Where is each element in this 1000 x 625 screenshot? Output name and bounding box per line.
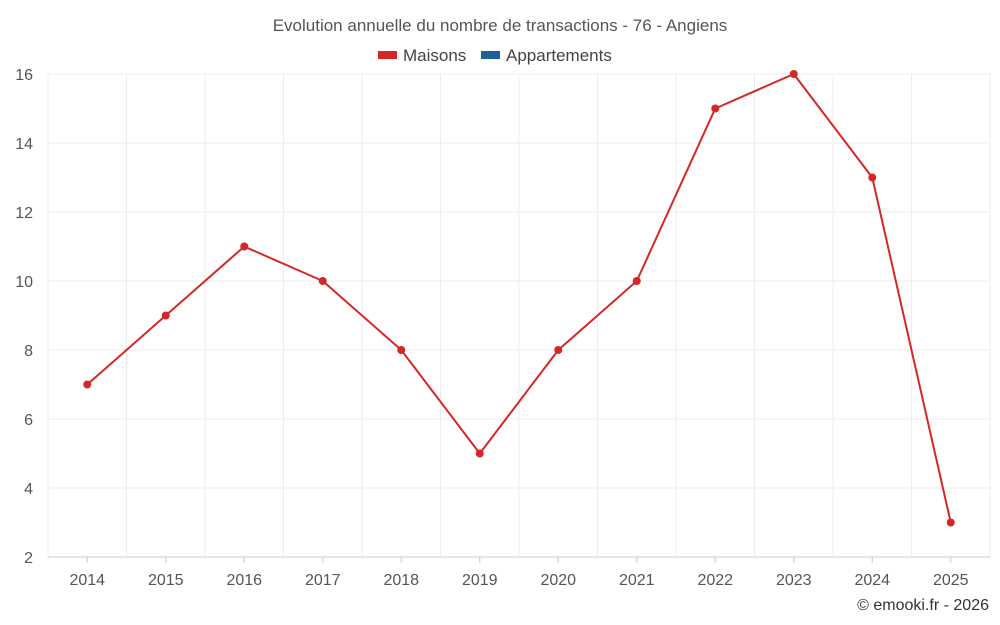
x-tick-label-2019: 2019 — [462, 572, 498, 589]
chart-title: Evolution annuelle du nombre de transact… — [273, 16, 728, 35]
x-tick-label-2017: 2017 — [305, 572, 341, 589]
legend-item-appartements[interactable]: Appartements — [481, 46, 612, 65]
data-point-maisons-2015[interactable] — [161, 311, 170, 320]
x-tick-label-2021: 2021 — [619, 572, 655, 589]
x-axis-ticks: 2014 2015 2016 2017 2018 2019 2020 2021 2022 2023… — [69, 557, 969, 589]
y-axis-ticks: 2 4 6 8 10 12 14 16 — [15, 67, 33, 567]
x-tick-label-2015: 2015 — [148, 572, 184, 589]
data-point-maisons-2016[interactable] — [240, 242, 249, 251]
y-tick-label-14: 14 — [15, 136, 33, 153]
data-point-maisons-2022[interactable] — [711, 104, 720, 113]
legend-swatch-appartements — [481, 51, 500, 59]
x-tick-label-2014: 2014 — [69, 572, 105, 589]
y-tick-label-16: 16 — [15, 67, 33, 84]
data-point-maisons-2017[interactable] — [318, 277, 327, 285]
credit-label: © emooki.fr - 2026 — [857, 597, 989, 614]
legend-swatch-maisons — [378, 51, 397, 59]
x-tick-label-2022: 2022 — [697, 572, 733, 589]
series-line-maisons — [86, 73, 952, 523]
data-point-maisons-2023[interactable] — [789, 70, 798, 78]
legend-item-maisons[interactable]: Maisons — [378, 46, 466, 65]
x-tick-label-2016: 2016 — [226, 572, 262, 589]
y-tick-label-6: 6 — [24, 412, 33, 429]
y-tick-label-4: 4 — [24, 481, 33, 498]
y-tick-label-12: 12 — [15, 205, 33, 222]
series — [83, 70, 955, 527]
data-point-maisons-2021[interactable] — [632, 277, 641, 285]
grid — [47, 73, 991, 557]
data-point-maisons-2019[interactable] — [475, 449, 484, 458]
legend: Maisons Appartements — [378, 46, 612, 65]
y-tick-label-2: 2 — [24, 550, 33, 567]
data-point-maisons-2020[interactable] — [554, 346, 563, 354]
x-tick-label-2024: 2024 — [854, 572, 890, 589]
y-tick-label-8: 8 — [24, 343, 33, 360]
x-tick-label-2023: 2023 — [776, 572, 812, 589]
data-point-maisons-2014[interactable] — [83, 380, 92, 389]
data-point-maisons-2018[interactable] — [397, 346, 406, 354]
data-point-maisons-2025[interactable] — [946, 518, 955, 527]
x-tick-label-2025: 2025 — [933, 572, 969, 589]
data-point-maisons-2024[interactable] — [868, 173, 877, 182]
legend-label-maisons: Maisons — [403, 46, 466, 65]
x-tick-label-2020: 2020 — [540, 572, 576, 589]
legend-label-appartements: Appartements — [506, 46, 612, 65]
x-tick-label-2018: 2018 — [383, 572, 419, 589]
y-tick-label-10: 10 — [15, 274, 33, 291]
